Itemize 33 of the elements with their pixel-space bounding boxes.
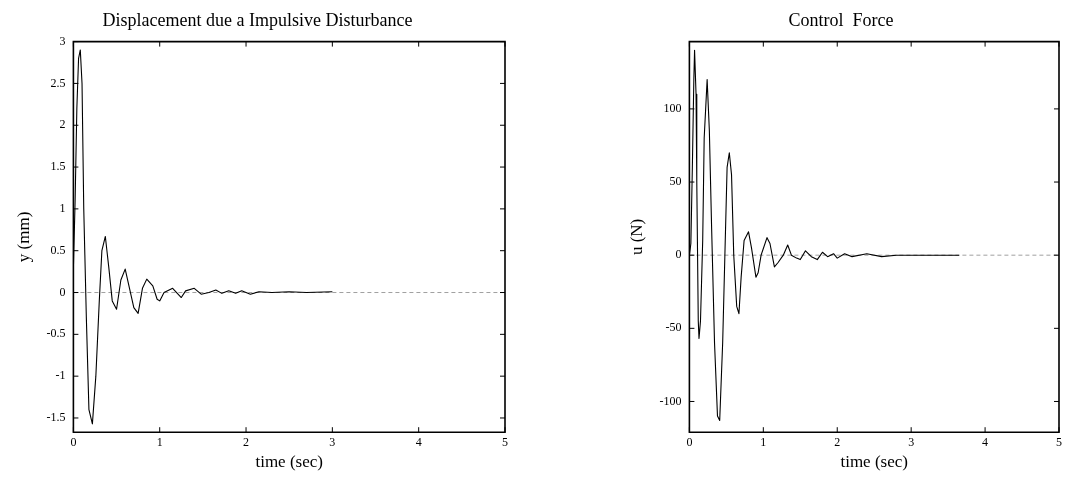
y-tick-label: -100: [659, 393, 682, 408]
y-tick-label: -1: [55, 368, 66, 383]
y-tick-label: 2.5: [50, 75, 66, 90]
y-tick-label: 3: [59, 33, 66, 48]
x-tick-label: 2: [243, 434, 250, 449]
y-tick-label: 100: [663, 101, 682, 116]
y-axis-title: y (mm): [13, 211, 33, 263]
chart-title: Control Force: [788, 9, 894, 30]
y-tick-label: -1.5: [46, 410, 66, 425]
x-tick-label: 1: [156, 434, 163, 449]
y-axis-title: u (N): [626, 218, 646, 256]
y-tick-label: 0: [675, 247, 682, 262]
x-tick-label: 4: [415, 434, 422, 449]
x-tick-label: 4: [982, 434, 989, 449]
x-tick-label: 0: [70, 434, 77, 449]
y-tick-label: 2: [59, 117, 66, 132]
x-tick-label: 5: [502, 434, 508, 449]
y-tick-label: 0.5: [50, 242, 66, 257]
y-tick-label: -0.5: [46, 326, 66, 341]
y-tick-label: 1: [59, 201, 66, 216]
x-tick-label: 3: [329, 434, 336, 449]
y-tick-label: -50: [665, 320, 682, 335]
x-axis-title: time (sec): [255, 452, 323, 472]
y-tick-label: 1.5: [50, 159, 66, 174]
y-tick-label: 50: [669, 174, 682, 189]
x-tick-label: 5: [1056, 434, 1062, 449]
x-axis-title: time (sec): [840, 452, 908, 472]
x-tick-label: 3: [908, 434, 915, 449]
x-tick-label: 2: [834, 434, 841, 449]
x-tick-label: 0: [686, 434, 693, 449]
chart-title: Displacement due a Impulsive Disturbance: [102, 9, 413, 30]
y-tick-label: 0: [59, 284, 66, 299]
x-tick-label: 1: [760, 434, 767, 449]
